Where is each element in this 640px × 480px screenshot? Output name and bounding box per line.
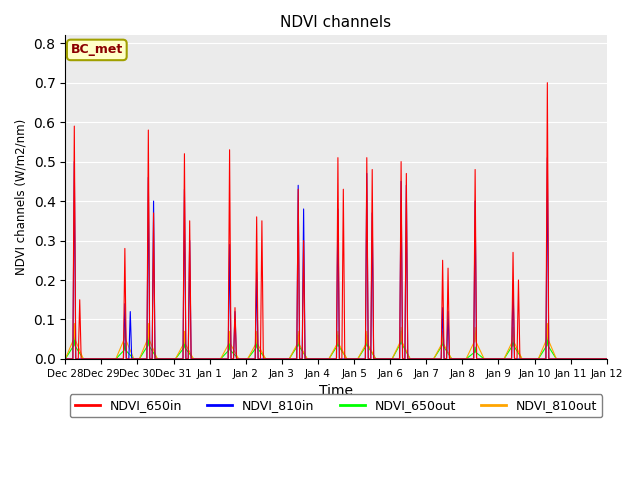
Y-axis label: NDVI channels (W/m2/nm): NDVI channels (W/m2/nm): [15, 119, 28, 275]
NDVI_650in: [292, 356, 300, 362]
Line: NDVI_650in: NDVI_650in: [65, 83, 607, 359]
NDVI_810out: [70, 321, 78, 326]
Legend: NDVI_650in, NDVI_810in, NDVI_650out, NDVI_810out: NDVI_650in, NDVI_810in, NDVI_650out, NDV…: [70, 395, 602, 418]
Text: BC_met: BC_met: [70, 43, 123, 57]
NDVI_810in: [593, 356, 600, 362]
NDVI_810in: [534, 356, 541, 362]
NDVI_650in: [156, 356, 163, 362]
NDVI_650out: [123, 349, 131, 355]
Title: NDVI channels: NDVI channels: [280, 15, 392, 30]
NDVI_810out: [292, 342, 300, 348]
NDVI_650in: [61, 356, 69, 362]
Line: NDVI_650out: NDVI_650out: [65, 331, 607, 359]
NDVI_810in: [292, 356, 300, 362]
NDVI_650in: [593, 356, 600, 362]
NDVI_650out: [292, 345, 300, 350]
NDVI_650out: [603, 356, 611, 362]
NDVI_810out: [593, 356, 600, 362]
NDVI_810in: [603, 356, 611, 362]
NDVI_650in: [543, 80, 551, 85]
NDVI_810out: [269, 356, 277, 362]
Line: NDVI_810in: NDVI_810in: [65, 157, 607, 359]
NDVI_810out: [534, 356, 542, 362]
NDVI_810in: [61, 356, 69, 362]
X-axis label: Time: Time: [319, 384, 353, 398]
NDVI_810in: [543, 155, 551, 160]
NDVI_650out: [156, 356, 163, 362]
NDVI_810out: [603, 356, 611, 362]
NDVI_650in: [123, 356, 131, 362]
NDVI_810out: [156, 356, 163, 362]
NDVI_650out: [593, 356, 600, 362]
NDVI_810in: [269, 356, 276, 362]
NDVI_650in: [603, 356, 611, 362]
NDVI_810out: [124, 340, 131, 346]
NDVI_650in: [269, 356, 276, 362]
Line: NDVI_810out: NDVI_810out: [65, 324, 607, 359]
NDVI_650out: [397, 328, 405, 334]
NDVI_650out: [61, 356, 69, 362]
NDVI_810in: [156, 356, 163, 362]
NDVI_650out: [269, 356, 276, 362]
NDVI_650in: [534, 356, 541, 362]
NDVI_810out: [61, 356, 69, 362]
NDVI_810in: [123, 356, 131, 362]
NDVI_650out: [534, 356, 542, 362]
